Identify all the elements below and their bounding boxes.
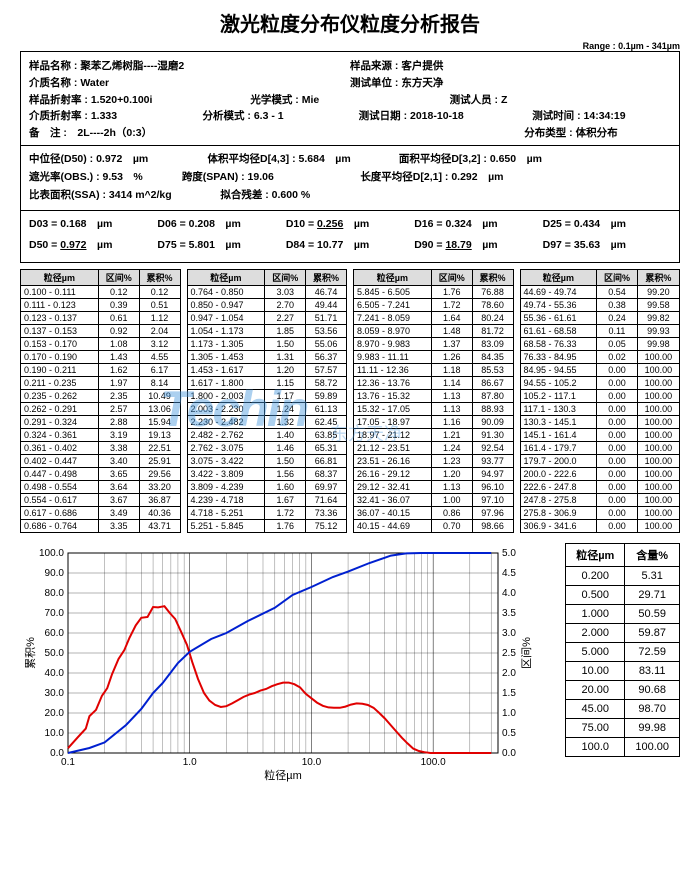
svg-text:80.0: 80.0 bbox=[45, 588, 65, 599]
svg-text:粒径µm: 粒径µm bbox=[264, 768, 302, 782]
svg-text:10.0: 10.0 bbox=[302, 757, 322, 768]
svg-text:3.5: 3.5 bbox=[502, 608, 516, 619]
svg-text:30.0: 30.0 bbox=[45, 688, 65, 699]
svg-text:40.0: 40.0 bbox=[45, 668, 65, 679]
svg-text:5.0: 5.0 bbox=[502, 548, 516, 559]
svg-text:累积%: 累积% bbox=[24, 636, 37, 668]
svg-text:2.5: 2.5 bbox=[502, 648, 516, 659]
svg-text:1.0: 1.0 bbox=[502, 708, 516, 719]
svg-text:100.0: 100.0 bbox=[39, 548, 64, 559]
svg-text:0.1: 0.1 bbox=[61, 757, 75, 768]
svg-text:4.5: 4.5 bbox=[502, 568, 516, 579]
svg-text:10.0: 10.0 bbox=[45, 728, 65, 739]
svg-text:90.0: 90.0 bbox=[45, 568, 65, 579]
distribution-chart: 0.0 10.0 20.0 30.0 40.0 50.0 60.0 70.0 80.0 90.0 1… bbox=[20, 543, 555, 786]
svg-text:70.0: 70.0 bbox=[45, 608, 65, 619]
report-title: 激光粒度分布仪粒度分析报告 bbox=[20, 8, 680, 37]
svg-text:1.5: 1.5 bbox=[502, 688, 516, 699]
d-values: D03 = 0.168 µmD06 = 0.208 µmD10 = 0.256 … bbox=[29, 214, 671, 256]
svg-text:20.0: 20.0 bbox=[45, 708, 65, 719]
svg-text:4.0: 4.0 bbox=[502, 588, 516, 599]
summary-table: 粒径µm含量%0.2005.310.50029.711.00050.592.00… bbox=[565, 543, 680, 757]
svg-text:1.0: 1.0 bbox=[183, 757, 197, 768]
svg-text:60.0: 60.0 bbox=[45, 628, 65, 639]
svg-text:50.0: 50.0 bbox=[45, 648, 65, 659]
svg-text:0.5: 0.5 bbox=[502, 728, 516, 739]
svg-text:2.0: 2.0 bbox=[502, 668, 516, 679]
range-label: Range : 0.1µm - 341µm bbox=[20, 41, 680, 51]
svg-text:0.0: 0.0 bbox=[502, 748, 516, 759]
svg-text:区间%: 区间% bbox=[520, 636, 533, 668]
info-panel: 样品名称 : 聚苯乙烯树脂----湿磨2样品来源 : 客户提供 介质名称 : W… bbox=[20, 51, 680, 263]
distribution-tables: 粒径µm区间%累积%0.100 - 0.1110.120.120.111 - 0… bbox=[20, 269, 680, 533]
svg-text:3.0: 3.0 bbox=[502, 628, 516, 639]
stats-block: 中位径(D50) : 0.972 µm体积平均径D[4,3] : 5.684 µ… bbox=[29, 149, 671, 207]
svg-text:100.0: 100.0 bbox=[421, 757, 446, 768]
